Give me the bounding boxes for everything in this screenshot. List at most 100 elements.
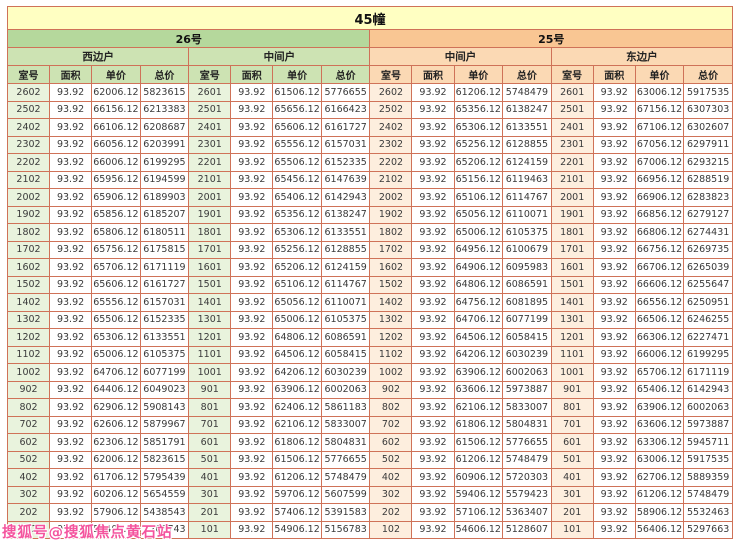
room-cell: 1402	[369, 293, 413, 312]
value-cell: 93.92	[49, 450, 93, 469]
value-cell: 65506.12	[272, 153, 322, 172]
value-cell: 93.92	[592, 135, 636, 154]
value-cell: 61806.12	[453, 415, 504, 434]
table-row: 1002 93.92 64706.12 6077199 1001 93.92 64206.1…	[6, 363, 733, 382]
value-cell: 6250951	[683, 293, 733, 312]
value-cell: 93.92	[49, 328, 93, 347]
value-cell: 6265039	[683, 258, 733, 277]
room-cell: 2301	[188, 135, 232, 154]
value-cell: 5851791	[139, 433, 190, 452]
price-table: 45幢 26号 25号 西边户 中间户 中间户 东边户 室号 面积 单价 总价 …	[6, 6, 734, 539]
room-cell: 1802	[6, 223, 51, 242]
value-cell: 6124159	[320, 258, 371, 277]
col-header-total-price: 总价	[320, 65, 371, 84]
value-cell: 93.92	[49, 433, 93, 452]
value-cell: 6199295	[139, 153, 190, 172]
value-cell: 6114767	[502, 188, 552, 207]
value-cell: 93.92	[230, 153, 274, 172]
col-header-area: 面积	[230, 65, 274, 84]
room-cell: 602	[6, 433, 51, 452]
value-cell: 5607599	[320, 485, 371, 504]
value-cell: 62706.12	[634, 468, 685, 487]
value-cell: 93.92	[49, 380, 93, 399]
room-cell: 1002	[369, 363, 413, 382]
col-header-total-price: 总价	[139, 65, 190, 84]
table-row: 1802 93.92 65806.12 6180511 1801 93.92 65306.1…	[6, 223, 733, 242]
value-cell: 65106.12	[272, 275, 322, 294]
value-cell: 6128855	[320, 240, 371, 259]
value-cell: 5804831	[502, 415, 552, 434]
value-cell: 62106.12	[453, 398, 504, 417]
value-cell: 93.92	[49, 223, 93, 242]
value-cell: 61806.12	[272, 433, 322, 452]
value-cell: 64506.12	[272, 345, 322, 364]
room-cell: 1502	[6, 275, 51, 294]
room-cell: 401	[188, 468, 232, 487]
room-cell: 1301	[188, 310, 232, 329]
value-cell: 65956.12	[91, 170, 141, 189]
value-cell: 66906.12	[634, 188, 685, 207]
room-cell: 2102	[6, 170, 51, 189]
room-cell: 101	[188, 520, 232, 539]
room-cell: 2301	[550, 135, 594, 154]
value-cell: 65906.12	[91, 188, 141, 207]
room-cell: 802	[6, 398, 51, 417]
value-cell: 67106.12	[634, 118, 685, 137]
value-cell: 63006.12	[634, 450, 685, 469]
watermark: 搜狐号@搜狐焦点黄石站	[2, 525, 173, 541]
room-cell: 702	[6, 415, 51, 434]
value-cell: 6171119	[139, 258, 190, 277]
value-cell: 66706.12	[634, 258, 685, 277]
room-cell: 2502	[369, 100, 413, 119]
value-cell: 93.92	[411, 345, 455, 364]
value-cell: 6279127	[683, 205, 733, 224]
value-cell: 6058415	[320, 345, 371, 364]
value-cell: 6049023	[139, 380, 190, 399]
value-cell: 93.92	[49, 153, 93, 172]
value-cell: 56406.12	[634, 520, 685, 539]
value-cell: 93.92	[49, 398, 93, 417]
value-cell: 6100679	[502, 240, 552, 259]
value-cell: 93.92	[230, 450, 274, 469]
value-cell: 6110071	[502, 205, 552, 224]
table-row: 1102 93.92 65006.12 6105375 1101 93.92 64506.1…	[6, 345, 733, 364]
room-cell: 1302	[369, 310, 413, 329]
value-cell: 5973887	[502, 380, 552, 399]
value-cell: 93.92	[230, 363, 274, 382]
value-cell: 6142943	[320, 188, 371, 207]
value-cell: 93.92	[592, 188, 636, 207]
value-cell: 59706.12	[272, 485, 322, 504]
price-table-body: 2602 93.92 62006.12 5823615 2601 93.92 61506.1…	[6, 83, 733, 539]
value-cell: 5776655	[320, 450, 371, 469]
value-cell: 93.92	[49, 135, 93, 154]
room-cell: 1901	[550, 205, 594, 224]
value-cell: 65306.12	[453, 118, 504, 137]
value-cell: 5748479	[502, 450, 552, 469]
value-cell: 93.92	[592, 258, 636, 277]
value-cell: 93.92	[411, 398, 455, 417]
value-cell: 65306.12	[91, 328, 141, 347]
value-cell: 62006.12	[91, 450, 141, 469]
table-row: 1502 93.92 65606.12 6161727 1501 93.92 65106.1…	[6, 275, 733, 294]
room-cell: 1202	[369, 328, 413, 347]
value-cell: 64406.12	[91, 380, 141, 399]
value-cell: 6297911	[683, 135, 733, 154]
col-header-area: 面积	[49, 65, 93, 84]
table-row: 502 93.92 62006.12 5823615 501 93.92 61506.12 5…	[6, 450, 733, 469]
value-cell: 93.92	[411, 450, 455, 469]
room-cell: 602	[369, 433, 413, 452]
value-cell: 93.92	[230, 328, 274, 347]
value-cell: 64956.12	[453, 240, 504, 259]
value-cell: 65606.12	[91, 275, 141, 294]
value-cell: 5861183	[320, 398, 371, 417]
value-cell: 93.92	[592, 118, 636, 137]
table-row: 1902 93.92 65856.12 6185207 1901 93.92 65356.1…	[6, 205, 733, 224]
room-cell: 501	[550, 450, 594, 469]
value-cell: 6288519	[683, 170, 733, 189]
value-cell: 93.92	[592, 415, 636, 434]
col-header-room: 室号	[369, 65, 413, 84]
value-cell: 66106.12	[91, 118, 141, 137]
value-cell: 6105375	[502, 223, 552, 242]
table-row: 102 93.92 55406.12 5203743 101 93.92 54906.12 5…	[6, 520, 733, 539]
room-cell: 402	[6, 468, 51, 487]
